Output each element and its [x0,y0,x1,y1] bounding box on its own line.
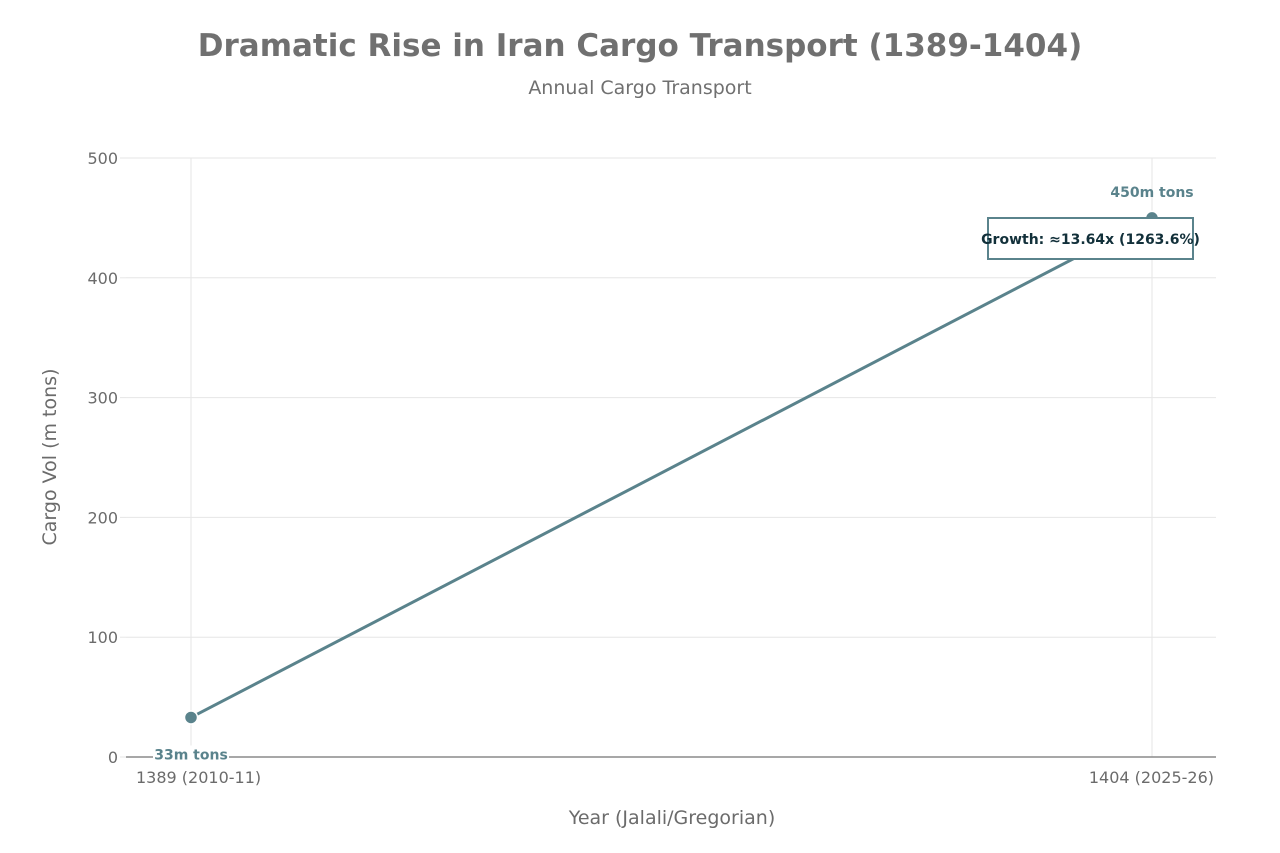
annotation-box [987,217,1194,260]
x-tick-label-1: 1404 (2025-26) [1089,768,1214,787]
y-tick-label-200: 200 [87,508,118,527]
x-axis-title: Year (Jalali/Gregorian) [568,807,776,829]
chart-title: Dramatic Rise in Iran Cargo Transport (1… [198,28,1082,64]
annotation-text: Growth: ≈13.64x (1263.6%) [981,232,1200,248]
chart-subtitle: Annual Cargo Transport [528,77,751,99]
series-layer [183,210,1160,725]
series-line-0 [190,216,1153,719]
y-tick-label-0: 0 [108,748,118,767]
data-point-0 [183,710,199,725]
label-layer: 0 100 200 300 400 500 1389 (2010-11) 1404 (2025… [87,149,1214,787]
data-label-bg-0 [153,745,229,766]
y-tick-label-400: 400 [87,269,118,288]
x-tick-label-0: 1389 (2010-11) [136,768,261,787]
y-axis-title: Cargo Vol (m tons) [39,369,61,546]
y-tick-label-500: 500 [87,149,118,168]
y-tick-label-300: 300 [87,389,118,408]
axis-layer [120,157,1216,758]
data-label-0: 33m tons [154,747,228,763]
y-tick-label-100: 100 [87,628,118,647]
data-label-1: 450m tons [1110,185,1193,201]
grid-layer [126,157,1216,757]
